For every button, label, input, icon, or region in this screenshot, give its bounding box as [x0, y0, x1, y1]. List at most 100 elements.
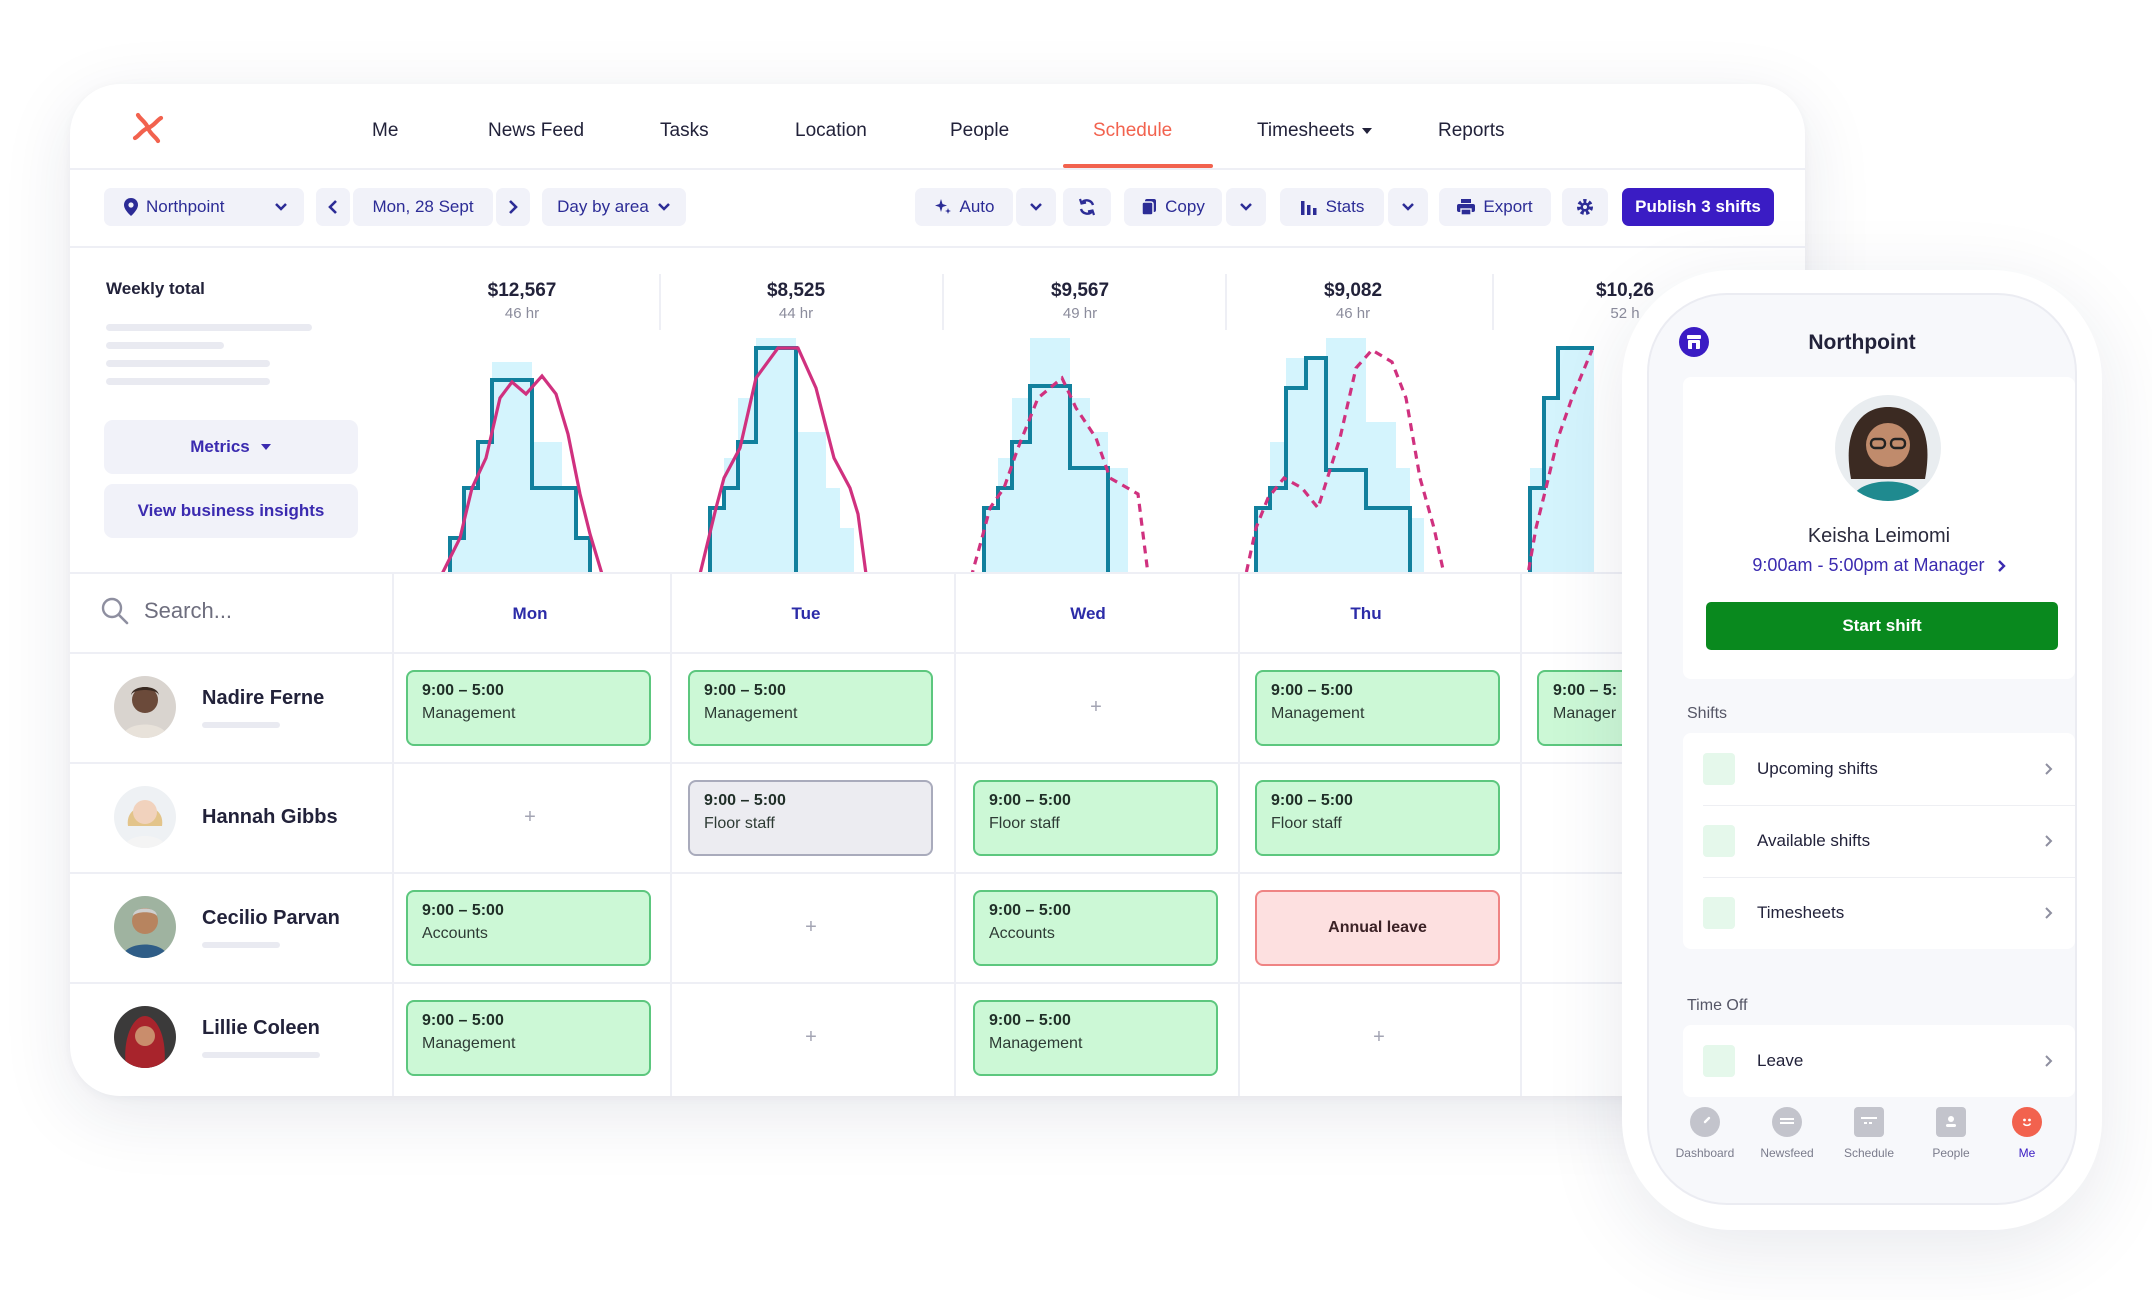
- add-shift-button[interactable]: +: [524, 805, 536, 828]
- shift-time: 9:00 – 5:00: [422, 1012, 504, 1029]
- shift-card[interactable]: 9:00 – 5:00 Management: [973, 1000, 1218, 1076]
- shift-card[interactable]: 9:00 – 5:00 Management: [406, 670, 651, 746]
- shift-card[interactable]: 9:00 – 5:00 Accounts: [973, 890, 1218, 966]
- copy-button[interactable]: Copy: [1124, 188, 1222, 226]
- day-total-tue: $8,525 44 hr: [676, 280, 916, 322]
- gear-icon: [1577, 199, 1593, 215]
- shift-card[interactable]: 9:00 – 5:00 Floor staff: [1255, 780, 1500, 856]
- employee-name: Lillie Coleen: [202, 1016, 320, 1039]
- divider: [1703, 805, 2075, 806]
- day-amount: $10,26: [1595, 280, 1655, 301]
- location-pin-icon: [124, 198, 138, 216]
- timesheets-item[interactable]: Timesheets: [1683, 877, 2075, 949]
- leave-item[interactable]: Leave: [1683, 1025, 2075, 1097]
- available-shifts-item[interactable]: Available shifts: [1683, 805, 2075, 877]
- nav-people[interactable]: People: [950, 120, 1009, 142]
- store-icon[interactable]: [1679, 327, 1709, 357]
- tab-label: Schedule: [1843, 1146, 1895, 1160]
- shift-details-link[interactable]: 9:00am - 5:00pm at Manager: [1683, 555, 2075, 576]
- nav-label: Reports: [1438, 120, 1505, 141]
- shift-card[interactable]: 9:00 – 5:00 Floor staff: [973, 780, 1218, 856]
- list-icon: [1703, 825, 1735, 857]
- employee-row-label[interactable]: Hannah Gibbs: [114, 786, 338, 848]
- add-shift-button[interactable]: +: [805, 1025, 817, 1048]
- employee-row-label[interactable]: Nadire Ferne: [114, 676, 324, 738]
- shift-time: 9:00 – 5:00: [1271, 792, 1353, 809]
- shift-card[interactable]: 9:00 – 5:00 Management: [1255, 670, 1500, 746]
- tab-newsfeed[interactable]: Newsfeed: [1747, 1107, 1827, 1160]
- publish-shifts-button[interactable]: Publish 3 shifts: [1622, 188, 1774, 226]
- employee-row-label[interactable]: Cecilio Parvan: [114, 896, 340, 958]
- upcoming-shifts-item[interactable]: Upcoming shifts: [1683, 733, 2075, 805]
- copy-options-button[interactable]: [1226, 188, 1266, 226]
- nav-label: Tasks: [660, 120, 709, 141]
- date-picker[interactable]: Mon, 28 Sept: [353, 188, 493, 226]
- placeholder-line: [106, 360, 270, 367]
- add-shift-button[interactable]: +: [1373, 1025, 1385, 1048]
- shift-time: 9:00 – 5:00: [422, 682, 504, 699]
- auto-options-button[interactable]: [1016, 188, 1056, 226]
- smiley-icon: [2012, 1107, 2042, 1137]
- stats-options-button[interactable]: [1388, 188, 1428, 226]
- next-date-button[interactable]: [496, 188, 530, 226]
- time-off-section-label: Time Off: [1687, 997, 1748, 1014]
- view-business-insights-button[interactable]: View business insights: [104, 484, 358, 538]
- start-shift-button[interactable]: Start shift: [1706, 602, 2058, 650]
- nav-news-feed[interactable]: News Feed: [488, 120, 584, 142]
- stats-button[interactable]: Stats: [1280, 188, 1384, 226]
- settings-button[interactable]: [1562, 188, 1608, 226]
- metrics-dropdown-button[interactable]: Metrics: [104, 420, 358, 474]
- nav-timesheets[interactable]: Timesheets: [1257, 120, 1373, 142]
- brand-logo-icon[interactable]: [130, 110, 166, 146]
- search-employees[interactable]: Search...: [100, 596, 232, 626]
- nav-me[interactable]: Me: [372, 120, 398, 142]
- shift-time: 9:00 – 5:: [1553, 682, 1618, 699]
- leave-label: Annual leave: [1328, 919, 1427, 936]
- demand-curve-tue: [600, 346, 954, 574]
- day-hours: 52 h: [1610, 305, 1640, 322]
- bottom-tab-bar: Dashboard Newsfeed Schedule People Me: [1649, 1107, 2075, 1203]
- top-navigation: Me News Feed Tasks Location People Sched…: [70, 84, 1805, 170]
- date-value: Mon, 28 Sept: [372, 197, 474, 216]
- day-total-wed: $9,567 49 hr: [960, 280, 1200, 322]
- nav-schedule[interactable]: Schedule: [1093, 120, 1172, 142]
- tab-label: Dashboard: [1675, 1146, 1735, 1160]
- tab-label: Me: [2018, 1146, 2036, 1160]
- shift-role: Accounts: [989, 925, 1055, 942]
- stats-label: Stats: [1325, 197, 1365, 216]
- avatar: [114, 786, 176, 848]
- shift-role: Accounts: [422, 925, 488, 942]
- nav-reports[interactable]: Reports: [1438, 120, 1505, 142]
- insights-label: View business insights: [137, 501, 325, 520]
- location-select[interactable]: Northpoint: [104, 188, 304, 226]
- export-button[interactable]: Export: [1439, 188, 1551, 226]
- add-shift-button[interactable]: +: [1090, 695, 1102, 718]
- placeholder-line: [202, 1051, 320, 1058]
- shift-card[interactable]: 9:00 – 5:00 Management: [688, 670, 933, 746]
- placeholder-line: [106, 378, 270, 385]
- chart-baseline: [70, 572, 1805, 574]
- nav-location[interactable]: Location: [795, 120, 867, 142]
- refresh-button[interactable]: [1063, 188, 1111, 226]
- grid-divider: [392, 574, 394, 1096]
- view-select[interactable]: Day by area: [542, 188, 686, 226]
- tab-schedule[interactable]: Schedule: [1829, 1107, 1909, 1160]
- demand-curve-mon: [440, 373, 604, 574]
- shift-card-unpublished[interactable]: 9:00 – 5:00 Floor staff: [688, 780, 933, 856]
- tab-me[interactable]: Me: [1987, 1107, 2067, 1160]
- nav-tasks[interactable]: Tasks: [660, 120, 709, 142]
- day-hours: 46 hr: [1335, 305, 1371, 322]
- tab-dashboard[interactable]: Dashboard: [1665, 1107, 1745, 1160]
- shift-card[interactable]: 9:00 – 5:00 Management: [406, 1000, 651, 1076]
- prev-date-button[interactable]: [316, 188, 350, 226]
- shift-card[interactable]: 9:00 – 5:00 Accounts: [406, 890, 651, 966]
- auto-button[interactable]: Auto: [915, 188, 1013, 226]
- leave-card[interactable]: Annual leave: [1255, 890, 1500, 966]
- shift-role: Management: [1271, 705, 1365, 722]
- employee-row-label[interactable]: Lillie Coleen: [114, 1006, 320, 1068]
- tab-people[interactable]: People: [1911, 1107, 1991, 1160]
- add-shift-button[interactable]: +: [805, 915, 817, 938]
- publish-label: Publish 3 shifts: [1635, 197, 1761, 216]
- search-icon: [101, 597, 129, 625]
- shift-role: Management: [704, 705, 798, 722]
